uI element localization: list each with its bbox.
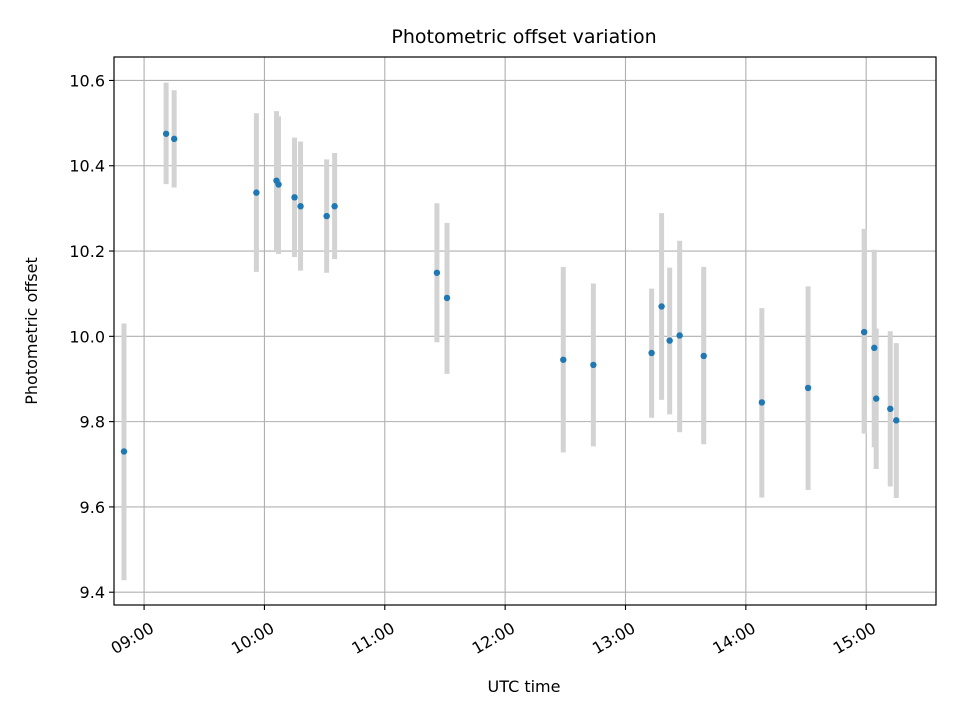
data-point: [860, 328, 868, 336]
y-tick-label: 10.4: [69, 157, 105, 176]
data-point: [162, 130, 170, 137]
y-axis-ticks: 9.4 9.6 9.8 10.0 10.2 10.4 10.6: [69, 71, 114, 602]
data-point: [331, 203, 338, 210]
data-point: [871, 344, 878, 352]
y-tick-label: 9.6: [80, 498, 105, 517]
data-point: [291, 194, 298, 201]
data-point: [887, 405, 894, 413]
data-points: [120, 130, 900, 455]
gridlines: [114, 57, 936, 605]
data-point: [560, 356, 567, 363]
data-point: [658, 303, 665, 310]
data-point: [700, 352, 707, 360]
data-point: [275, 181, 282, 188]
data-point: [323, 212, 330, 220]
y-tick-label: 10.2: [69, 242, 105, 261]
y-tick-label: 9.4: [80, 583, 105, 602]
y-tick-label: 9.8: [80, 413, 105, 432]
data-point: [297, 203, 304, 210]
data-point: [590, 361, 597, 369]
data-point: [253, 189, 260, 196]
plot-frame: [113, 56, 937, 606]
data-point: [676, 332, 683, 339]
data-point: [666, 337, 673, 344]
data-point: [758, 399, 766, 406]
y-tick-label: 10.6: [69, 71, 105, 90]
y-axis-label: Photometric offset: [22, 257, 41, 405]
data-point: [433, 269, 441, 276]
data-point: [170, 135, 178, 143]
data-point: [443, 294, 451, 302]
x-axis-label: UTC time: [488, 677, 561, 696]
chart-title: Photometric offset variation: [391, 26, 656, 48]
y-tick-label: 10.0: [69, 327, 105, 346]
data-point: [872, 395, 880, 402]
data-point: [893, 417, 900, 424]
data-point: [120, 448, 128, 455]
data-point: [648, 349, 655, 357]
data-point: [804, 384, 812, 392]
